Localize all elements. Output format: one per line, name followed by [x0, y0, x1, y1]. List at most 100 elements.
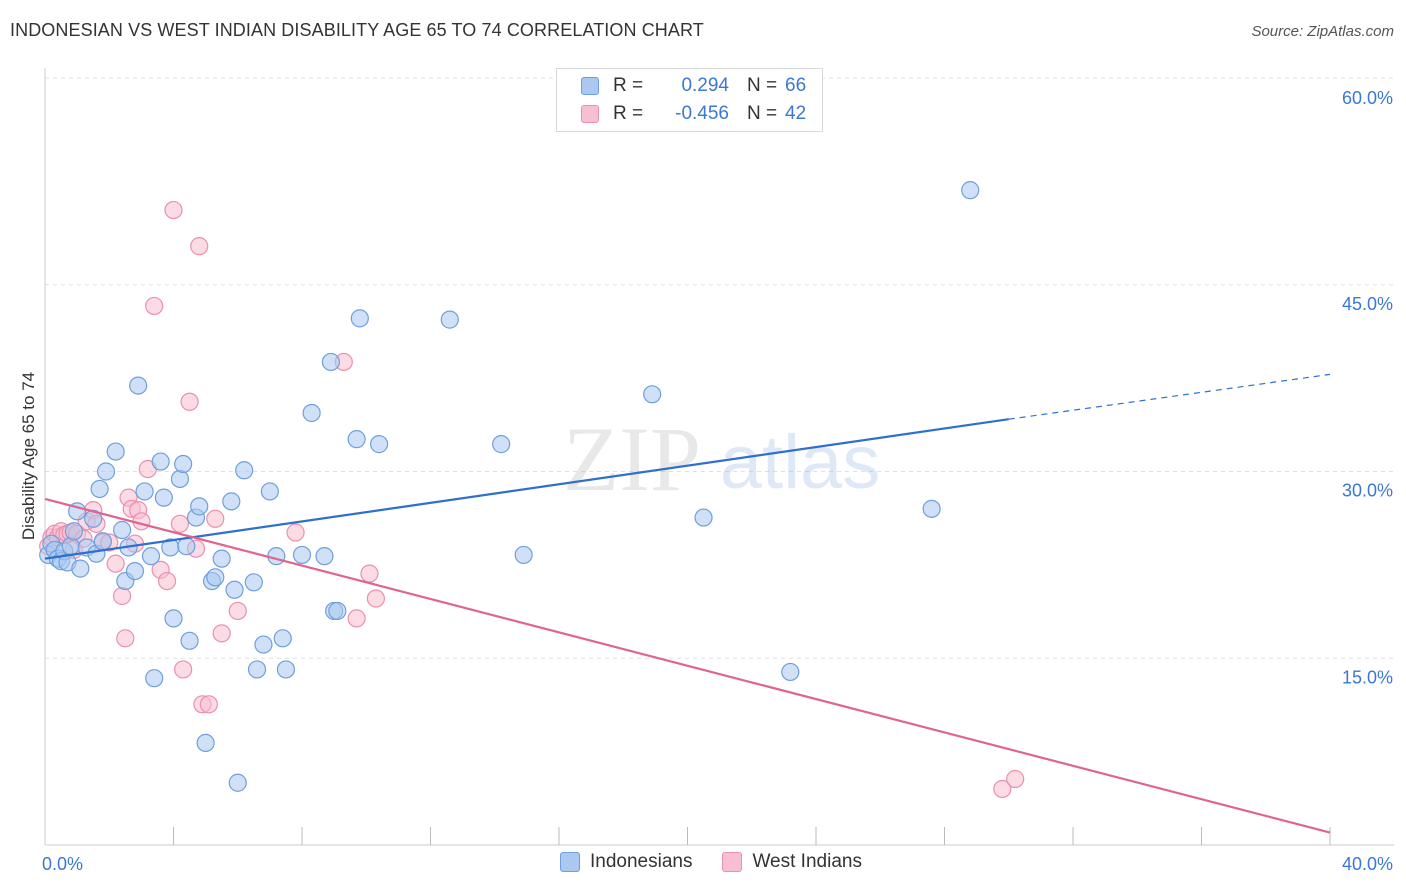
indonesians-point	[164, 609, 183, 628]
legend-item-indonesians[interactable]: Indonesians	[560, 851, 692, 873]
west-indians-point	[106, 554, 125, 573]
indonesians-point	[212, 549, 231, 568]
indonesians-point	[93, 532, 112, 551]
axes	[44, 68, 1394, 846]
indonesians-point	[96, 462, 116, 481]
west-indians-point	[164, 200, 183, 220]
legend-swatch-blue	[560, 852, 580, 872]
indonesians-point	[125, 561, 145, 581]
tick-labels: 15.0% 30.0% 45.0% 60.0% 0.0% 40.0%	[42, 88, 1393, 874]
indonesians-point	[174, 454, 193, 474]
indonesians-point	[260, 482, 279, 501]
west-indians-point	[116, 629, 135, 648]
indonesians-point	[244, 573, 263, 592]
indonesians-point	[643, 385, 662, 404]
indonesians-point	[222, 492, 241, 511]
west-indians-trend-line	[44, 497, 1331, 834]
west-indians-point	[145, 296, 164, 316]
legend-r-label: R =	[613, 103, 644, 124]
source-credit: Source: ZipAtlas.com	[1251, 23, 1394, 40]
indonesians-point	[267, 547, 286, 566]
indonesians-point	[347, 430, 366, 449]
x-tick-label: 0.0%	[42, 854, 83, 874]
indonesians-point	[206, 568, 225, 587]
stats-legend: R = 0.294 N = 66 R = -0.456 N = 42	[556, 68, 823, 132]
indonesians-point	[170, 469, 190, 489]
indonesians-point	[71, 559, 90, 578]
indonesians-point	[190, 497, 209, 516]
indonesians-point	[61, 537, 80, 556]
west-indians-point	[1006, 769, 1025, 789]
indonesians-point	[276, 660, 296, 679]
indonesians-trend-line	[44, 418, 1009, 560]
indonesians-point	[145, 669, 164, 688]
indonesians-point	[64, 522, 84, 541]
y-tick-label: 15.0%	[1342, 667, 1393, 687]
legend-r-value: 0.294	[681, 75, 729, 96]
indonesians-point	[151, 452, 170, 471]
y-tick-label: 30.0%	[1342, 481, 1393, 501]
west-indians-point	[993, 779, 1012, 799]
legend-swatch-blue	[581, 77, 599, 95]
west-indians-point	[360, 564, 379, 583]
legend-label-indonesians: Indonesians	[590, 851, 693, 872]
west-indians-point	[347, 609, 366, 628]
legend-row-west-indians: R = -0.456 N = 42	[581, 101, 806, 127]
west-indians-point	[180, 392, 199, 411]
legend-n-value: 42	[785, 103, 807, 124]
indonesians-points	[39, 181, 980, 792]
legend-label-west-indians: West Indians	[752, 851, 862, 872]
y-tick-label: 60.0%	[1342, 88, 1393, 108]
indonesians-point	[225, 580, 244, 599]
west-indians-point	[366, 589, 385, 608]
west-indians-point	[190, 237, 209, 256]
west-indians-point	[170, 514, 190, 533]
west-indians-point	[174, 660, 193, 679]
indonesians-point	[292, 545, 312, 565]
chart-title: INDONESIAN VS WEST INDIAN DISABILITY AGE…	[10, 20, 704, 40]
indonesians-point	[228, 773, 247, 792]
legend-n-label: N =	[747, 103, 778, 124]
west-indians-point	[112, 586, 132, 606]
indonesians-point	[177, 537, 196, 556]
indonesians-point	[350, 309, 369, 328]
watermark-zip: ZIP	[563, 408, 701, 510]
legend-n-label: N =	[747, 75, 778, 96]
indonesians-point	[961, 181, 980, 200]
west-indians-point	[212, 624, 231, 643]
indonesians-point	[328, 601, 347, 621]
west-indians-point	[157, 571, 177, 591]
indonesians-point	[492, 435, 511, 454]
legend-swatch-pink	[722, 852, 743, 872]
indonesians-point	[370, 435, 389, 454]
indonesians-point	[90, 479, 109, 499]
indonesians-point	[694, 508, 713, 527]
indonesians-point	[922, 499, 941, 518]
indonesians-point	[273, 629, 292, 648]
indonesians-point	[315, 547, 334, 566]
indonesians-point	[514, 545, 533, 565]
legend-n-value: 66	[785, 75, 807, 96]
indonesians-point	[781, 662, 800, 682]
indonesians-point	[135, 482, 154, 501]
legend-swatch-pink	[581, 105, 599, 123]
indonesians-point	[235, 461, 254, 480]
indonesians-point	[141, 547, 161, 566]
legend-row-indonesians: R = 0.294 N = 66	[581, 73, 806, 99]
indonesians-point	[247, 660, 267, 679]
indonesians-point	[254, 635, 273, 654]
indonesians-point	[321, 352, 341, 372]
y-tick-label: 45.0%	[1342, 294, 1393, 314]
watermark-atlas: atlas	[720, 420, 881, 505]
indonesians-point	[196, 733, 215, 753]
legend-r-value: -0.456	[675, 103, 729, 124]
legend-item-west-indians[interactable]: West Indians	[722, 851, 862, 873]
series-legend: Indonesians West Indians	[560, 851, 892, 873]
legend-r-label: R =	[613, 75, 644, 96]
west-indians-point	[199, 695, 218, 714]
indonesians-point	[154, 488, 173, 507]
trend-lines	[44, 373, 1331, 834]
west-indians-point	[206, 509, 225, 528]
indonesians-point	[129, 376, 148, 395]
